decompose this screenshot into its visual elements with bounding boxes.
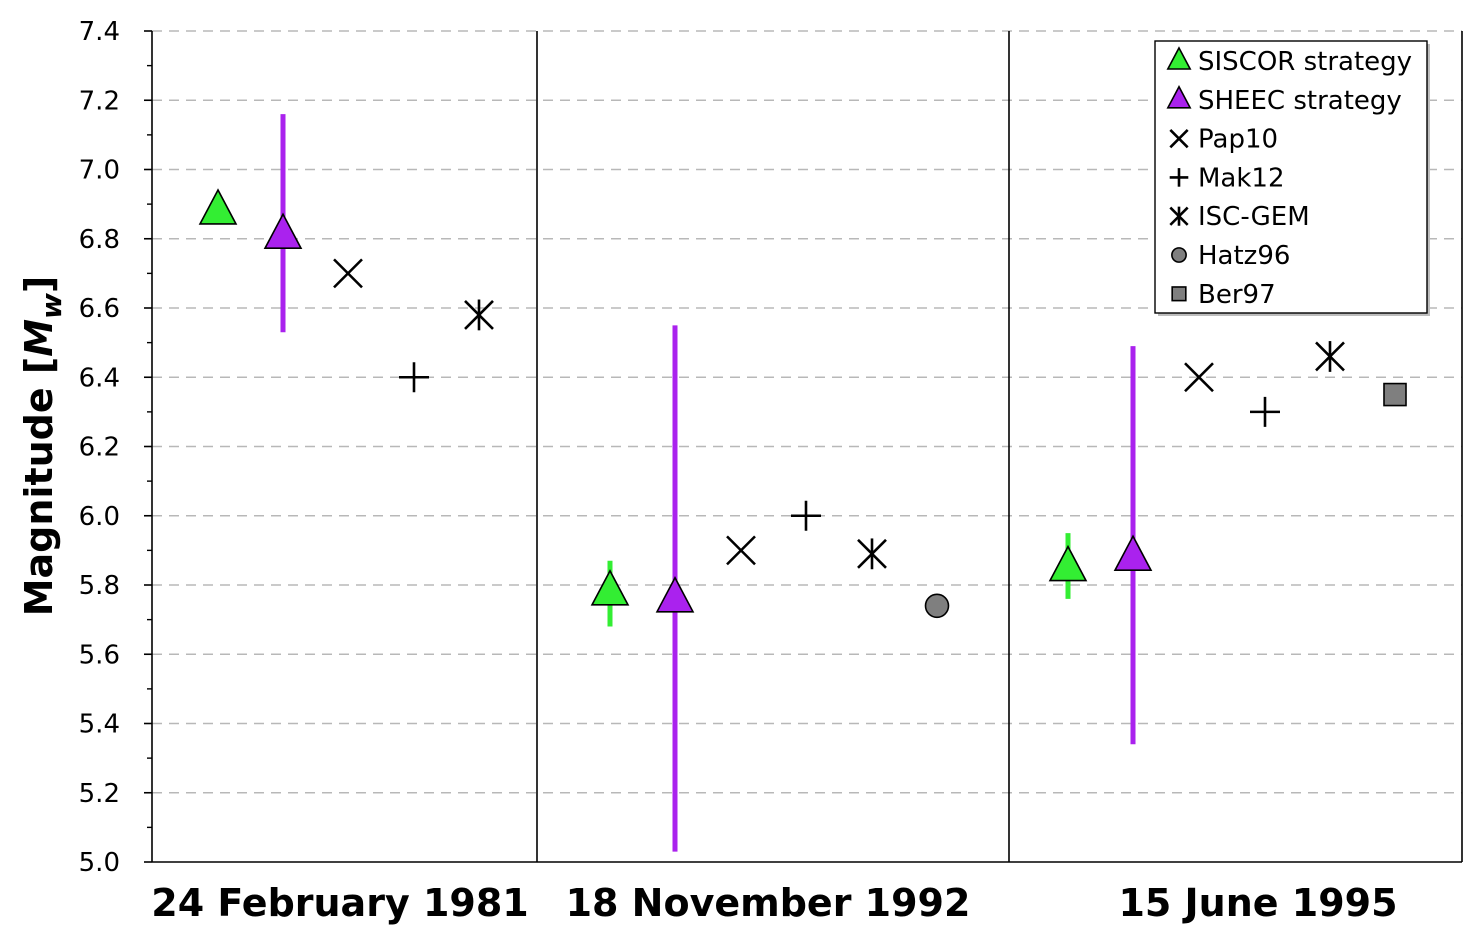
- x-stroke: [726, 535, 756, 566]
- legend-marker: [1169, 129, 1189, 149]
- legend-marker: [1169, 168, 1189, 187]
- legend-label: Mak12: [1198, 163, 1285, 193]
- category-label: 15 June 1995: [1118, 881, 1397, 925]
- y-tick-label: 7.0: [79, 156, 120, 186]
- legend-label: Ber97: [1198, 280, 1276, 310]
- data-point: [1184, 362, 1214, 393]
- y-tick-label: 6.8: [79, 225, 120, 255]
- legend-marker: [1171, 286, 1187, 302]
- legend-box: [1154, 40, 1428, 314]
- legend-label: ISC-GEM: [1198, 202, 1310, 232]
- legend-marker: [1166, 46, 1192, 70]
- y-tick-label: 7.2: [79, 86, 120, 116]
- data-point: [333, 258, 363, 289]
- y-axis-label: Magnitude [Mw]: [17, 276, 68, 617]
- y-tick-label: 5.4: [79, 710, 120, 740]
- legend-label: SHEEC strategy: [1198, 86, 1402, 116]
- x-stroke: [1184, 362, 1214, 393]
- x-stroke: [1169, 129, 1189, 149]
- y-tick-label: 5.2: [79, 779, 120, 809]
- y-tick-label: 6.2: [79, 433, 120, 463]
- legend: SISCOR strategy SHEEC strategy Pap10 Mak12 I…: [1154, 40, 1430, 316]
- data-point: [1113, 534, 1153, 572]
- data-point: [590, 569, 630, 606]
- y-tick-label: 7.4: [79, 17, 120, 47]
- series-ber97: [1383, 382, 1407, 407]
- y-tick-label: 6.0: [79, 502, 120, 532]
- y-tick-label: 5.6: [79, 640, 120, 670]
- y-tick-label: 6.4: [79, 363, 120, 393]
- series-siscor-strategy: [198, 188, 1088, 606]
- legend-label: SISCOR strategy: [1198, 47, 1412, 77]
- legend-marker: [1169, 206, 1189, 226]
- data-point: [655, 576, 695, 613]
- data-point: [1383, 382, 1407, 407]
- series-mak12: [399, 362, 1280, 531]
- series-isc-gem: [464, 299, 1345, 570]
- series-hatz96: [924, 593, 950, 619]
- y-tick-label: 5.0: [79, 848, 120, 878]
- data-point: [726, 535, 756, 566]
- data-point: [1315, 341, 1345, 372]
- series-pap10: [333, 258, 1214, 566]
- data-point: [924, 593, 950, 619]
- y-tick-label: 5.8: [79, 571, 120, 601]
- legend-marker: [1171, 247, 1187, 263]
- data-point: [857, 538, 887, 570]
- data-point: [464, 299, 494, 331]
- data-point: [263, 212, 303, 250]
- x-stroke: [333, 258, 363, 289]
- series-sheec-strategy: [263, 212, 1153, 613]
- data-point: [198, 188, 238, 225]
- category-label: 18 November 1992: [566, 881, 971, 925]
- legend-label: Pap10: [1198, 125, 1278, 155]
- legend-marker: [1166, 85, 1192, 109]
- y-tick-label: 6.6: [79, 294, 120, 324]
- data-point: [1250, 396, 1280, 427]
- data-point: [399, 362, 429, 393]
- category-label: 24 February 1981: [151, 881, 528, 925]
- legend-label: Hatz96: [1198, 241, 1290, 271]
- data-point: [791, 500, 821, 531]
- data-point: [1048, 544, 1088, 582]
